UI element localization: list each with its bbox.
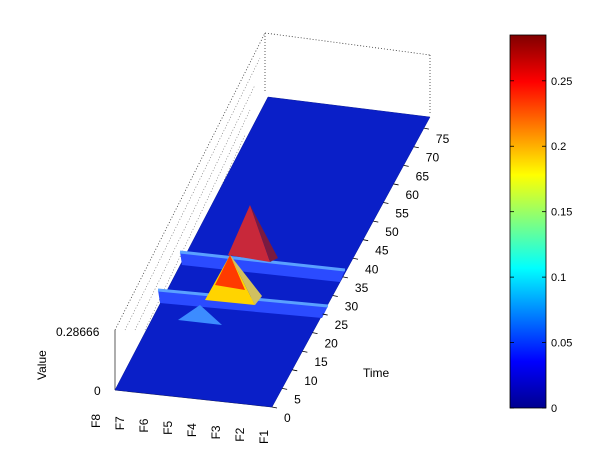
peak-f4-t38 [228,205,278,262]
time-tick-mark [352,257,359,260]
colorbar-tick-0.25: 0.25 [551,76,572,88]
time-tick-35: 35 [355,281,369,295]
time-tick-10: 10 [304,374,318,388]
time-tick-mark [363,239,369,242]
feature-tick-f6: F6 [137,418,151,432]
feature-tick-f4: F4 [185,423,199,437]
time-tick-75: 75 [436,132,450,146]
time-tick-mark [423,127,430,130]
time-tick-5: 5 [294,392,301,406]
time-tick-0: 0 [284,411,291,425]
time-tick-mark [282,388,288,390]
z-tick-0: 0 [94,384,101,398]
colorbar-tick-0.05: 0.05 [551,338,572,350]
time-tick-mark [413,146,419,149]
peak-f4-t28 [205,255,262,305]
time-tick-15: 15 [314,355,328,369]
ridge-t37 [179,250,346,282]
time-tick-30: 30 [345,299,359,313]
peak-f6-t22 [178,305,222,325]
feature-tick-f8: F8 [89,414,103,428]
time-tick-mark [332,295,338,297]
colorbar-tick-0.15: 0.15 [551,207,572,219]
z-axis-label: Value [35,350,49,380]
feature-tick-f1: F1 [257,430,271,444]
time-tick-60: 60 [406,188,420,202]
time-tick-45: 45 [375,244,389,258]
time-tick-mark [302,350,308,353]
time-tick-70: 70 [426,151,440,165]
colorbar: 0 0.05 0.1 0.15 0.2 0.25 [509,34,572,415]
time-tick-mark [403,164,409,167]
time-tick-50: 50 [385,225,399,239]
feature-tick-f5: F5 [161,421,175,435]
time-axis-label: Time [363,366,390,380]
feature-axis: F1 F2 F3 F4 F5 F6 F7 F8 [89,414,271,444]
time-tick-mark [383,202,389,204]
colorbar-tick-0.1: 0.1 [551,272,566,284]
feature-tick-f3: F3 [209,425,223,439]
colorbar-tick-0: 0 [551,403,557,415]
time-tick-mark [312,332,318,335]
time-tick-mark [271,406,278,409]
time-tick-mark [373,220,379,223]
feature-tick-f7: F7 [113,416,127,430]
time-tick-40: 40 [365,262,379,276]
time-tick-mark [322,313,328,316]
time-tick-65: 65 [416,169,430,183]
time-tick-mark [393,183,399,186]
colorbar-gradient [509,34,547,409]
time-tick-25: 25 [335,318,349,332]
z-axis: 0 0.28666 Value [35,325,101,398]
time-tick-mark [292,369,298,372]
colorbar-tick-0.2: 0.2 [551,141,566,153]
time-tick-20: 20 [325,337,339,351]
time-tick-55: 55 [395,207,409,221]
z-tick-max: 0.28666 [56,325,100,339]
feature-tick-f2: F2 [233,427,247,441]
time-tick-mark [342,276,348,279]
